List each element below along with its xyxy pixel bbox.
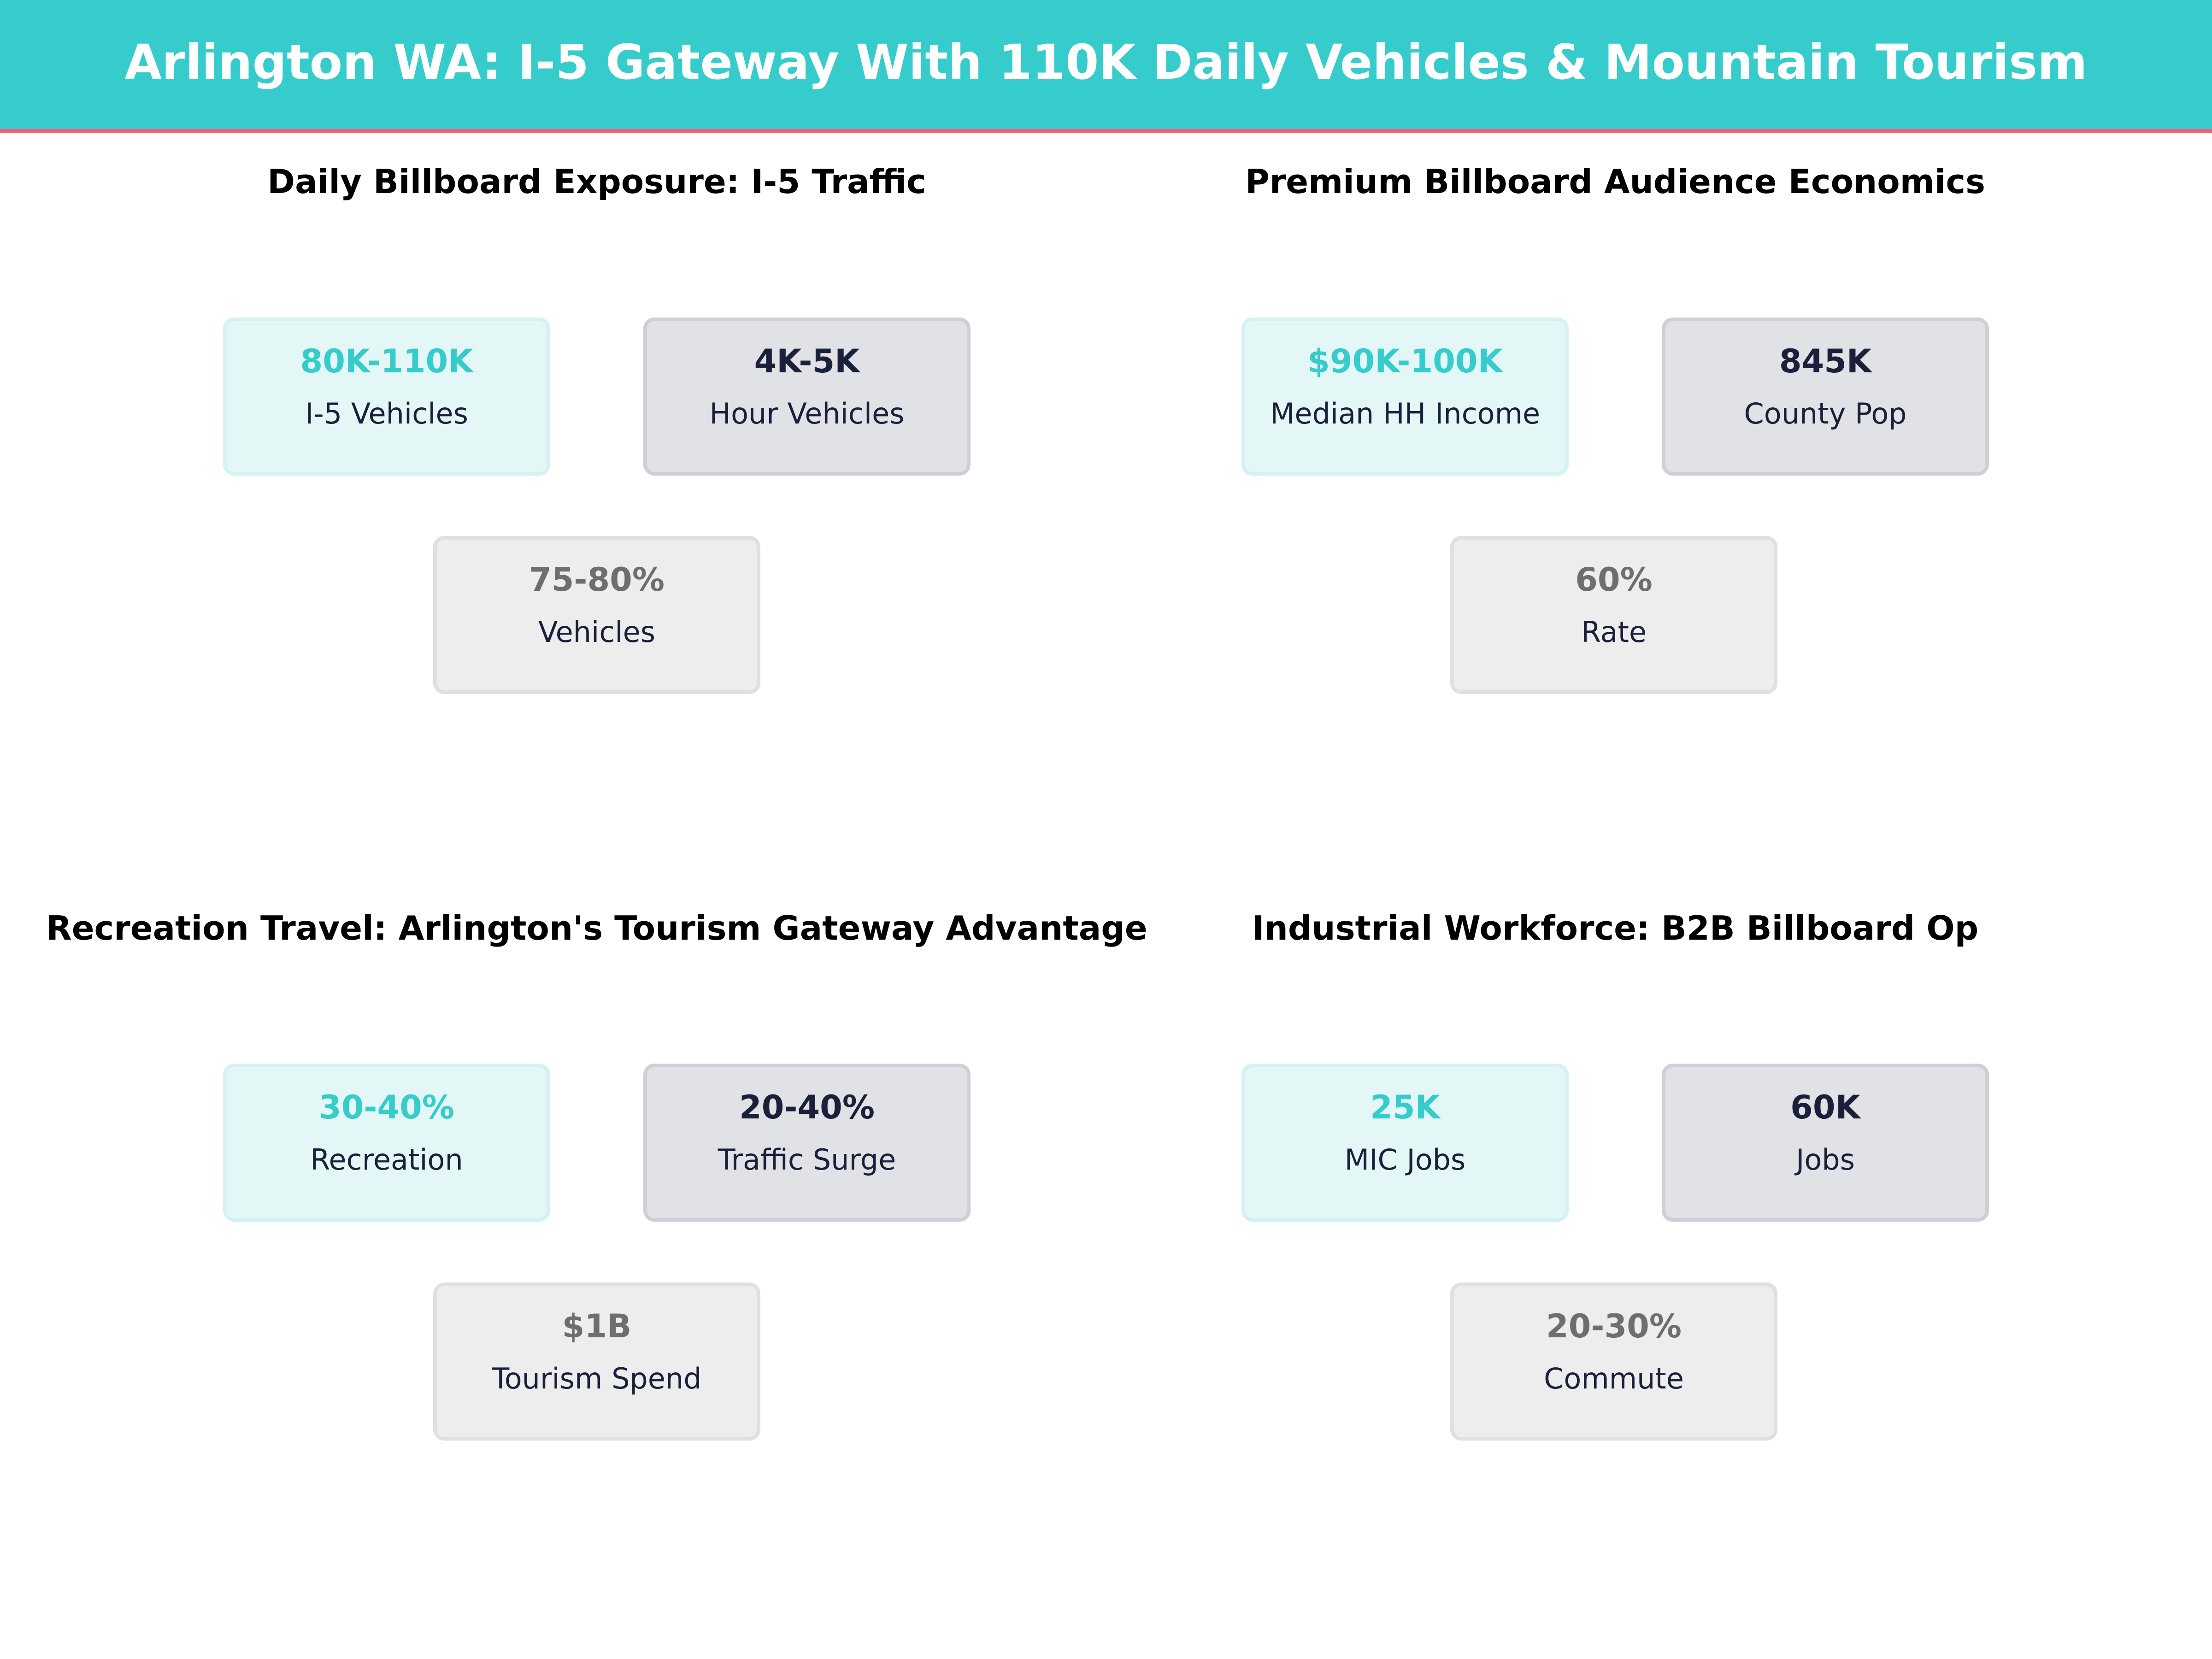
kpi-value: 845K [1779, 342, 1872, 380]
kpi-label: County Pop [1744, 397, 1907, 430]
panel-title-daily-exposure: Daily Billboard Exposure: I-5 Traffic [267, 162, 926, 201]
panel-title-audience-economics: Premium Billboard Audience Economics [1245, 162, 1985, 201]
kpi-value: 60K [1790, 1088, 1860, 1126]
kpi-value: 4K-5K [754, 342, 860, 380]
kpi-value: 75-80% [529, 561, 665, 599]
kpi-card-commute: 20-30% Commute [1450, 1282, 1777, 1441]
kpi-label: Tourism Spend [492, 1362, 702, 1395]
kpi-label: Commute [1544, 1362, 1684, 1395]
kpi-value: 20-40% [739, 1088, 875, 1126]
kpi-card-i5-vehicles: 80K-110K I-5 Vehicles [223, 318, 550, 476]
kpi-value: 20-30% [1546, 1307, 1682, 1345]
kpi-value: 25K [1370, 1088, 1440, 1126]
kpi-label: Jobs [1796, 1143, 1855, 1177]
kpi-label: Median HH Income [1270, 397, 1541, 430]
kpi-label: Traffic Surge [718, 1143, 896, 1177]
kpi-value: $1B [562, 1307, 632, 1345]
kpi-card-recreation: 30-40% Recreation [223, 1064, 550, 1222]
kpi-value: 30-40% [318, 1088, 454, 1126]
kpi-label: I-5 Vehicles [305, 397, 468, 430]
kpi-label: Recreation [310, 1143, 463, 1177]
kpi-label: Rate [1581, 615, 1647, 649]
panel-title-industrial-workforce: Industrial Workforce: B2B Billboard Op [1252, 909, 1979, 947]
kpi-value: 60% [1575, 561, 1653, 599]
page-title: Arlington WA: I-5 Gateway With 110K Dail… [124, 34, 2088, 90]
header-banner: Arlington WA: I-5 Gateway With 110K Dail… [0, 0, 2212, 129]
header-underline [0, 129, 2212, 133]
kpi-card-vehicles-share: 75-80% Vehicles [433, 536, 760, 694]
panel-title-recreation-travel: Recreation Travel: Arlington's Tourism G… [46, 909, 1147, 947]
kpi-card-mic-jobs: 25K MIC Jobs [1241, 1064, 1569, 1222]
kpi-value: 80K-110K [300, 342, 473, 380]
kpi-card-tourism-spend: $1B Tourism Spend [433, 1282, 760, 1441]
kpi-card-median-income: $90K-100K Median HH Income [1241, 318, 1569, 476]
kpi-label: Vehicles [538, 615, 656, 649]
kpi-card-county-pop: 845K County Pop [1662, 318, 1989, 476]
kpi-label: Hour Vehicles [709, 397, 905, 430]
kpi-card-hour-vehicles: 4K-5K Hour Vehicles [643, 318, 971, 476]
kpi-card-jobs: 60K Jobs [1662, 1064, 1989, 1222]
kpi-card-rate: 60% Rate [1450, 536, 1777, 694]
kpi-label: MIC Jobs [1344, 1143, 1466, 1177]
kpi-value: $90K-100K [1307, 342, 1503, 380]
kpi-card-traffic-surge: 20-40% Traffic Surge [643, 1064, 971, 1222]
